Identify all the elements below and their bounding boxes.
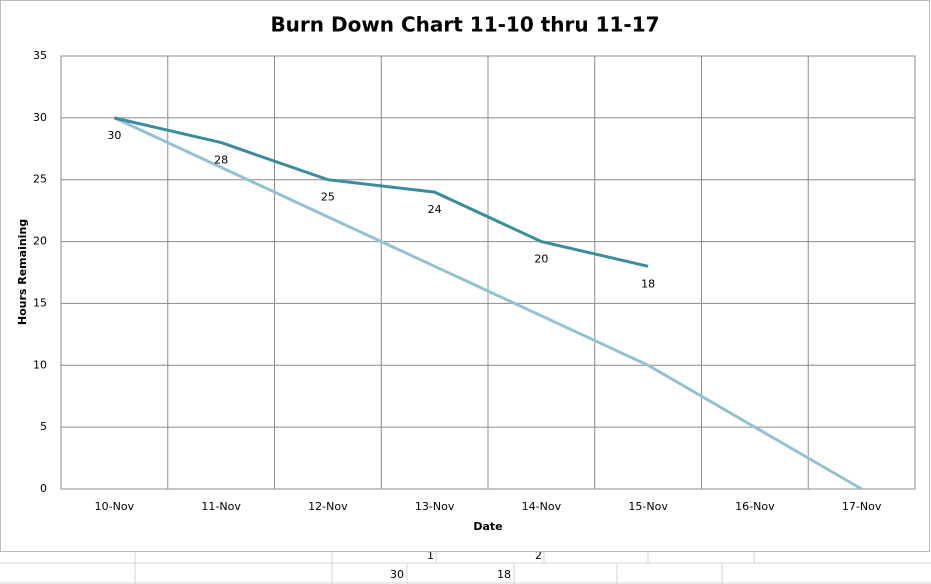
y-tick-label: 25 [33, 173, 47, 186]
y-tick-label: 30 [33, 111, 47, 124]
data-label: 28 [214, 154, 228, 167]
y-axis-label: Hours Remaining [16, 219, 29, 325]
plot-area: 0 5 10 15 20 25 30 35 10-Nov 11-Nov 12-Nov 13-Nov 14… [33, 49, 916, 513]
data-label: 24 [428, 203, 442, 216]
data-label: 18 [641, 277, 655, 290]
cell-text: 30 [390, 568, 404, 581]
x-tick-label: 12-Nov [308, 500, 348, 513]
series-line [114, 116, 649, 268]
x-tick-label: 10-Nov [95, 500, 135, 513]
cell-text: 2 [535, 549, 542, 562]
x-tick-label: 11-Nov [201, 500, 241, 513]
cell-text: 18 [497, 568, 511, 581]
x-tick-label: 15-Nov [628, 500, 668, 513]
y-tick-label: 10 [33, 358, 47, 371]
chart-title: Burn Down Chart 11-10 thru 11-17 [270, 13, 659, 37]
x-tick-label: 13-Nov [415, 500, 455, 513]
y-tick-label: 0 [40, 482, 47, 495]
data-label: 30 [107, 129, 121, 142]
data-label: 20 [534, 253, 548, 266]
x-tick-label: 14-Nov [522, 500, 562, 513]
x-tick-label: 16-Nov [735, 500, 775, 513]
series-line [113, 116, 863, 491]
y-tick-label: 35 [33, 49, 47, 62]
x-tick-label: 17-Nov [842, 500, 882, 513]
x-axis-label: Date [473, 520, 502, 533]
y-tick-label: 15 [33, 296, 47, 309]
y-tick-label: 20 [33, 235, 47, 248]
data-label: 25 [321, 191, 335, 204]
sheet-cells: 1 2 30 18 [0, 549, 931, 584]
y-tick-label: 5 [40, 420, 47, 433]
cell-text: 1 [427, 549, 434, 562]
